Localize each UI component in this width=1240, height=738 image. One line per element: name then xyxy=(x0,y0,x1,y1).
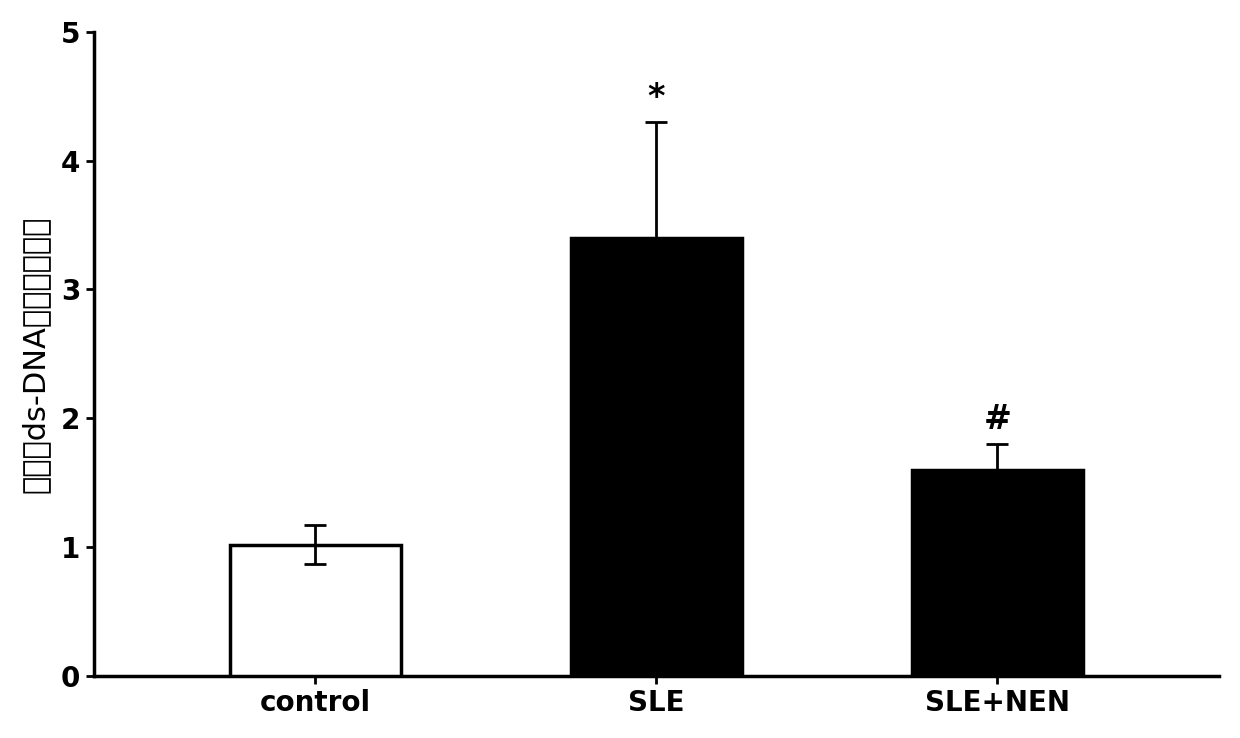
Text: #: # xyxy=(983,404,1012,436)
Bar xyxy=(231,545,401,676)
Y-axis label: 血清抗ds-DNA抗体相对含量: 血清抗ds-DNA抗体相对含量 xyxy=(21,215,50,492)
Bar xyxy=(913,470,1083,676)
Bar xyxy=(572,238,742,676)
Text: *: * xyxy=(647,81,665,114)
